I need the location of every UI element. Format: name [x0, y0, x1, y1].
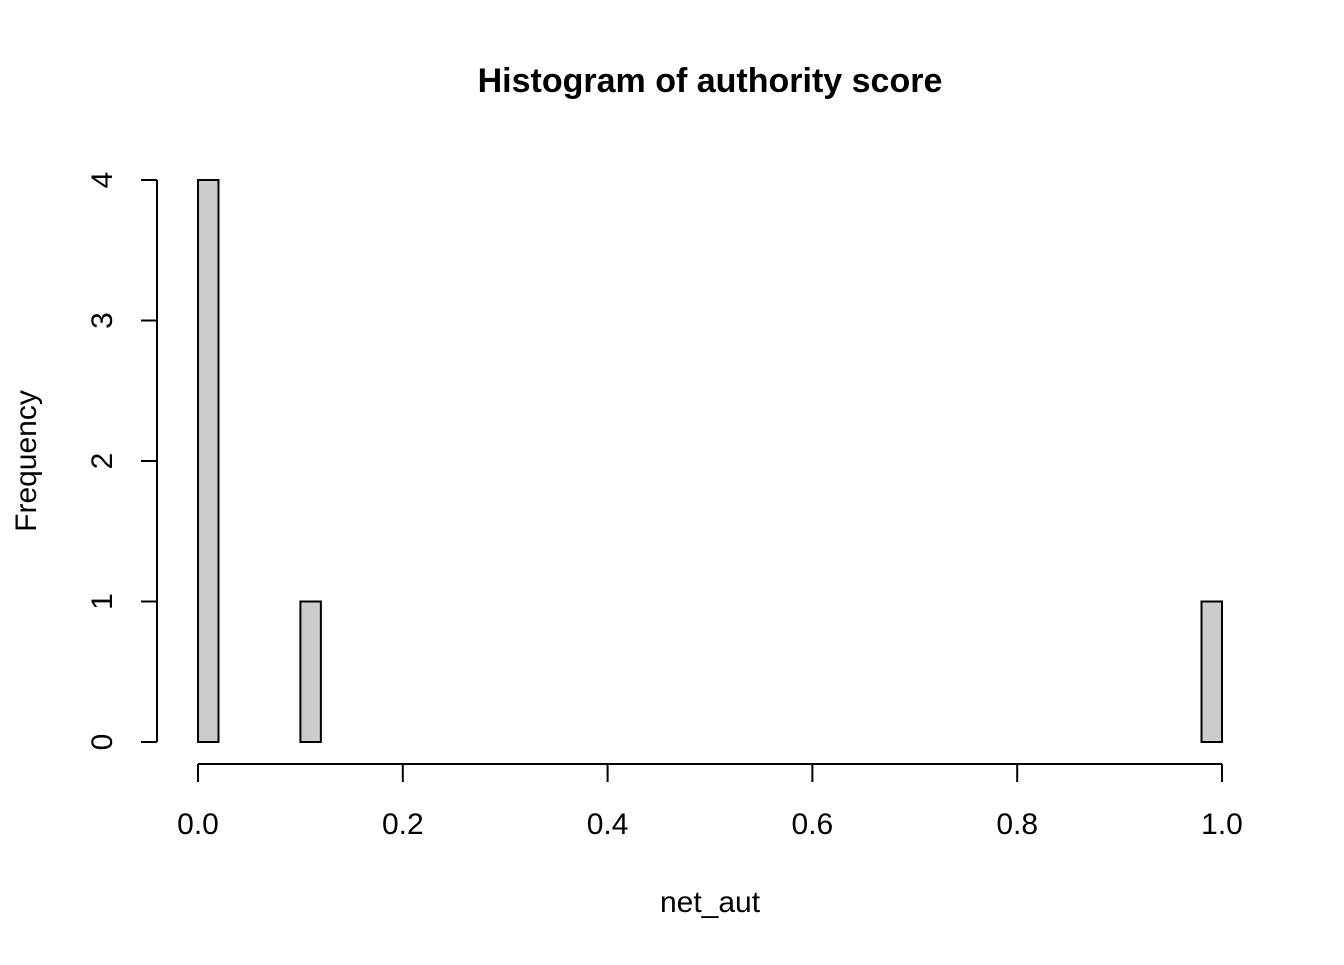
y-tick-label: 3 — [86, 312, 119, 329]
histogram-bar — [1200, 600, 1224, 743]
y-axis-label: Frequency — [10, 390, 43, 532]
y-tick-label: 1 — [86, 593, 119, 610]
x-tick-label: 0.0 — [177, 808, 219, 841]
chart-title: Histogram of authority score — [478, 62, 943, 100]
x-tick-label: 0.8 — [996, 808, 1038, 841]
x-axis-label: net_aut — [660, 886, 761, 919]
x-tick-label: 0.2 — [382, 808, 424, 841]
y-tick-label: 4 — [86, 172, 119, 189]
x-tick-label: 0.6 — [792, 808, 834, 841]
x-axis-ticks: 0.0 0.2 0.4 0.6 0.8 1.0 — [177, 764, 1243, 841]
y-axis-ticks: 0 1 2 3 4 — [86, 172, 157, 751]
y-tick-label: 2 — [86, 453, 119, 470]
x-tick-label: 1.0 — [1201, 808, 1243, 841]
plot-area — [197, 179, 1224, 743]
y-tick-label: 0 — [86, 734, 119, 751]
histogram-bar — [299, 600, 322, 743]
x-tick-label: 0.4 — [587, 808, 629, 841]
histogram-bar — [197, 179, 220, 743]
